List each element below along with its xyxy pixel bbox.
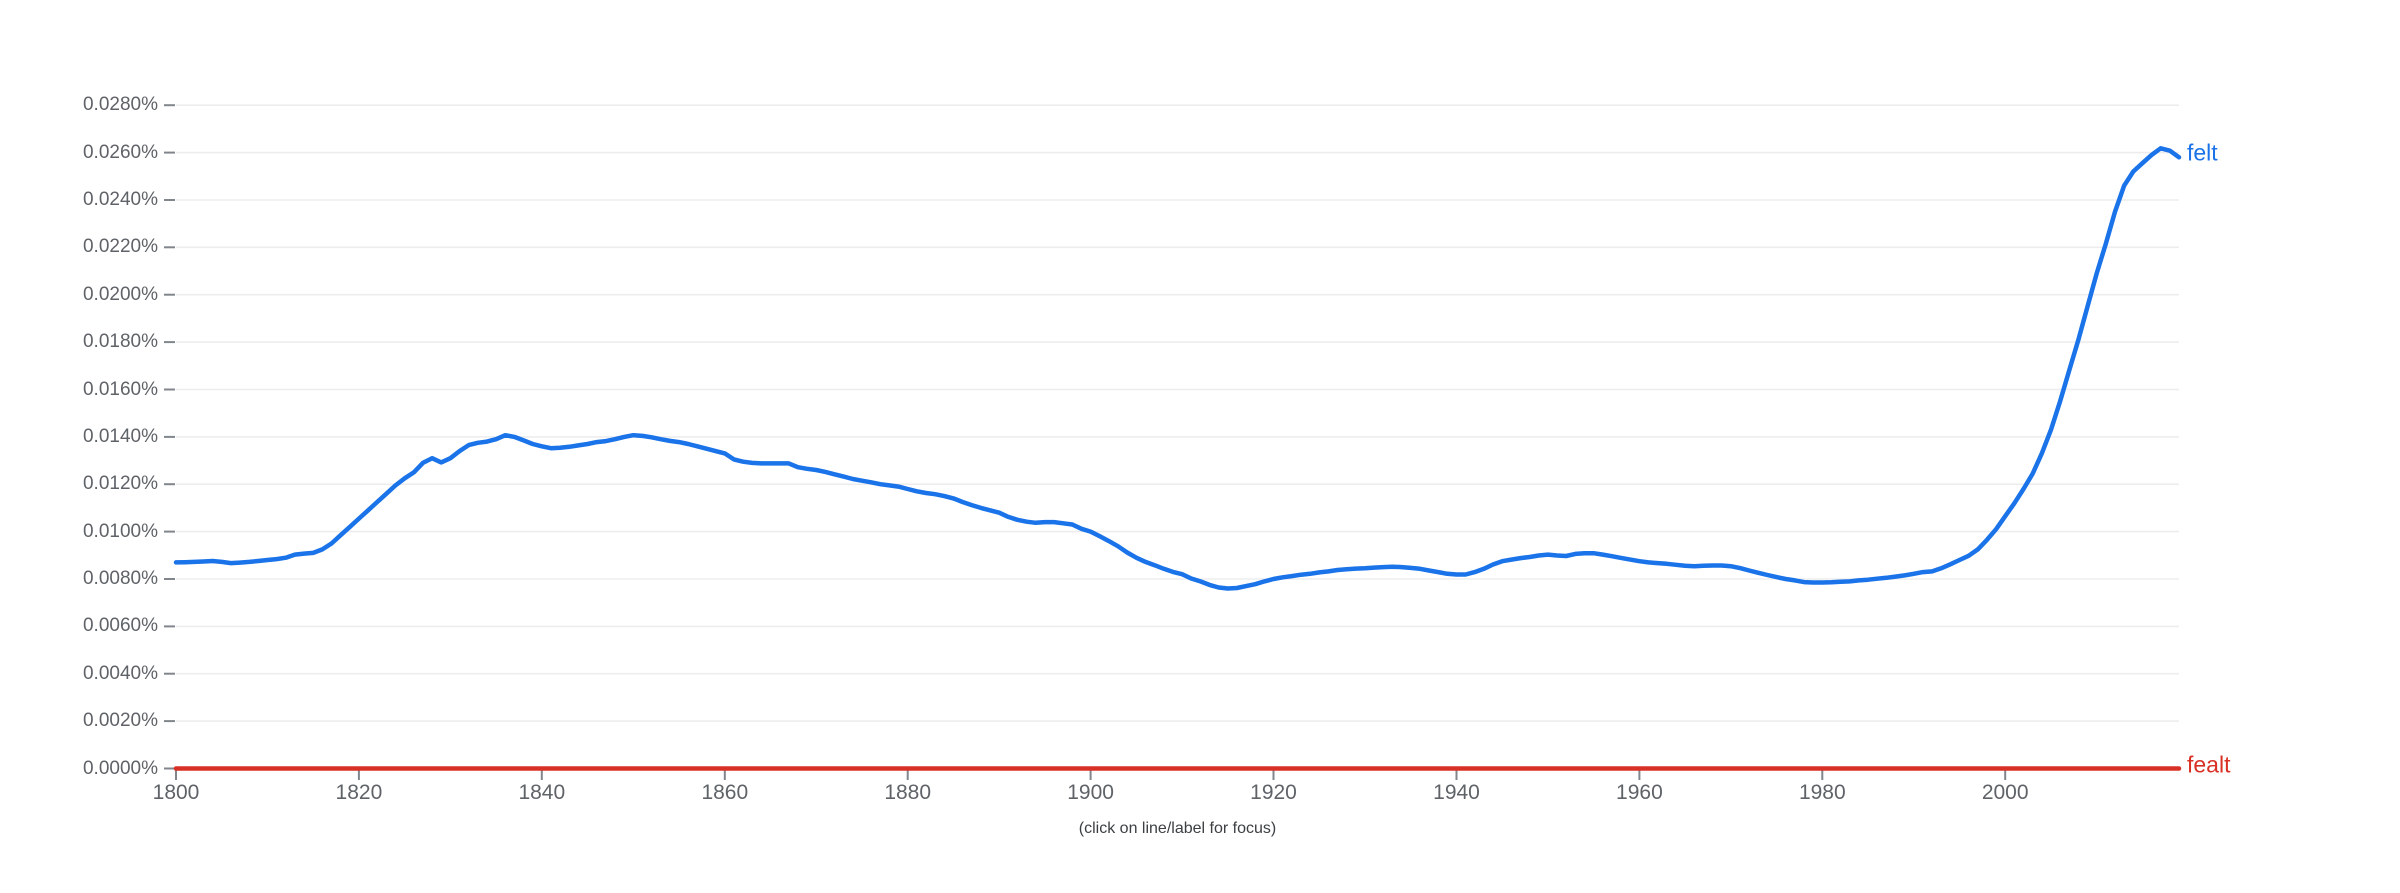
x-axis-label: 1800 [152, 781, 200, 804]
y-axis-label: 0.0040% [82, 662, 158, 684]
gridlines-group [164, 104, 2179, 770]
y-axis-label: 0.0060% [82, 615, 158, 637]
y-axis-label: 0.0120% [82, 473, 158, 495]
y-axis-label: 0.0260% [82, 141, 158, 163]
y-axis-label: 0.0200% [82, 283, 158, 305]
y-axis-label: 0.0240% [82, 189, 158, 210]
x-axis-label: 1920 [1250, 781, 1297, 804]
x-axis-label: 1840 [518, 781, 566, 804]
y-axis-label: 0.0220% [82, 236, 158, 258]
x-axis-label: 1900 [1067, 781, 1114, 804]
series-label-fealt[interactable]: fealt [2187, 751, 2231, 777]
chart-caption: (click on line/label for focus) [1078, 820, 1277, 837]
y-axis-label: 0.0280% [82, 94, 158, 116]
x-axis-label: 1960 [1616, 781, 1663, 804]
y-axis-label: 0.0100% [82, 520, 158, 542]
x-axis-label: 2000 [1981, 781, 2029, 804]
y-axis-label: 0.0020% [82, 710, 158, 732]
y-axis-label: 0.0140% [82, 425, 158, 447]
x-axis-label: 1980 [1798, 781, 1846, 804]
series-group [173, 146, 2182, 771]
series-label-felt[interactable]: felt [2187, 139, 2218, 166]
x-axis-label: 1820 [335, 781, 383, 804]
series-line-felt[interactable] [173, 146, 2182, 591]
x-axis-label: 1860 [701, 781, 749, 804]
x-axis-label: 1940 [1433, 781, 1480, 804]
y-axis-label: 0.0160% [82, 378, 158, 400]
x-axis-label: 1880 [884, 781, 932, 804]
y-axis-label: 0.0180% [82, 331, 158, 353]
y-axis-label: 0.0000% [82, 757, 158, 779]
y-axis-label: 0.0080% [82, 568, 158, 589]
